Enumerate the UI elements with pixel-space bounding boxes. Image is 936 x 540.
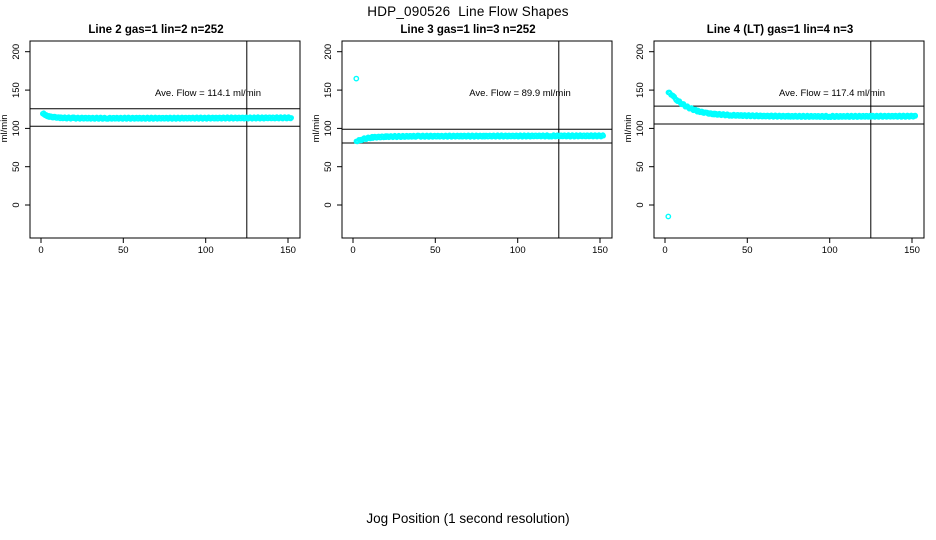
data-points — [353, 75, 606, 145]
plot-box — [29, 40, 301, 239]
panel-line-4: Line 4 (LT) gas=1 lin=4 n=3 0 50 100 150 0 50… — [624, 22, 936, 282]
y-axis-title: ml/min — [0, 114, 10, 142]
svg-text:150: 150 — [323, 82, 334, 98]
svg-text:100: 100 — [11, 120, 22, 136]
svg-text:0: 0 — [635, 202, 646, 207]
y-axis-title: ml/min — [624, 114, 634, 142]
svg-text:0: 0 — [11, 202, 22, 207]
svg-text:150: 150 — [592, 245, 608, 256]
reference-lines — [342, 41, 612, 238]
x-axis: 0 50 100 150 — [38, 238, 296, 256]
data-points — [665, 89, 918, 220]
panel-line-3-title: Line 3 gas=1 lin=3 n=252 — [400, 24, 536, 36]
panel-line-2: Line 2 gas=1 lin=2 n=252 0 50 100 150 0 50 100… — [0, 22, 312, 282]
svg-text:50: 50 — [742, 245, 753, 256]
svg-text:50: 50 — [11, 161, 22, 172]
x-axis-label: Jog Position (1 second resolution) — [366, 511, 570, 526]
svg-text:150: 150 — [11, 82, 22, 98]
svg-text:100: 100 — [198, 245, 214, 256]
svg-text:100: 100 — [822, 245, 838, 256]
y-axis: 0 50 100 150 200 — [635, 44, 654, 208]
panel-line-2-title: Line 2 gas=1 lin=2 n=252 — [88, 24, 224, 36]
svg-text:0: 0 — [38, 245, 43, 256]
svg-text:100: 100 — [635, 120, 646, 136]
reference-lines — [654, 41, 924, 238]
avg-flow-annotation: Ave. Flow = 114.1 ml/min — [155, 88, 261, 99]
y-axis: 0 50 100 150 200 — [11, 44, 30, 208]
panel-line-4-title: Line 4 (LT) gas=1 lin=4 n=3 — [706, 24, 854, 36]
plot-box — [341, 40, 613, 239]
svg-text:50: 50 — [430, 245, 441, 256]
svg-text:0: 0 — [323, 202, 334, 207]
svg-text:150: 150 — [635, 82, 646, 98]
line-2-flow-plot: 0 50 100 150 0 50 100 150 200 ml/min Ave. Flow = 1… — [0, 40, 301, 256]
svg-text:50: 50 — [635, 161, 646, 172]
svg-text:0: 0 — [350, 245, 355, 256]
svg-text:50: 50 — [323, 161, 334, 172]
data-points — [40, 110, 294, 122]
svg-text:100: 100 — [510, 245, 526, 256]
svg-text:200: 200 — [323, 44, 334, 60]
svg-text:100: 100 — [323, 120, 334, 136]
svg-text:50: 50 — [118, 245, 129, 256]
svg-text:200: 200 — [11, 44, 22, 60]
line-3-flow-plot: 0 50 100 150 0 50 100 150 200 ml/min Ave. Flow = 8… — [312, 40, 613, 256]
y-axis-title: ml/min — [312, 114, 322, 142]
svg-text:0: 0 — [662, 245, 667, 256]
svg-text:150: 150 — [280, 245, 296, 256]
svg-text:200: 200 — [635, 44, 646, 60]
panels-row: Line 2 gas=1 lin=2 n=252 0 50 100 150 0 50 100… — [0, 22, 936, 282]
avg-flow-annotation: Ave. Flow = 89.9 ml/min — [469, 88, 570, 99]
svg-text:150: 150 — [904, 245, 920, 256]
line-4-flow-plot: 0 50 100 150 0 50 100 150 200 ml/min Ave. Flow = 1… — [624, 40, 925, 256]
reference-lines — [30, 41, 300, 238]
plot-box — [653, 40, 925, 239]
y-axis: 0 50 100 150 200 — [323, 44, 342, 208]
figure-title: HDP_090526 Line Flow Shapes — [367, 4, 569, 19]
x-axis: 0 50 100 150 — [350, 238, 608, 256]
outlier-point — [353, 75, 360, 82]
x-axis: 0 50 100 150 — [662, 238, 920, 256]
panel-line-3: Line 3 gas=1 lin=3 n=252 0 50 100 150 0 50 100… — [312, 22, 624, 282]
avg-flow-annotation: Ave. Flow = 117.4 ml/min — [779, 88, 885, 99]
outlier-point — [665, 213, 672, 220]
